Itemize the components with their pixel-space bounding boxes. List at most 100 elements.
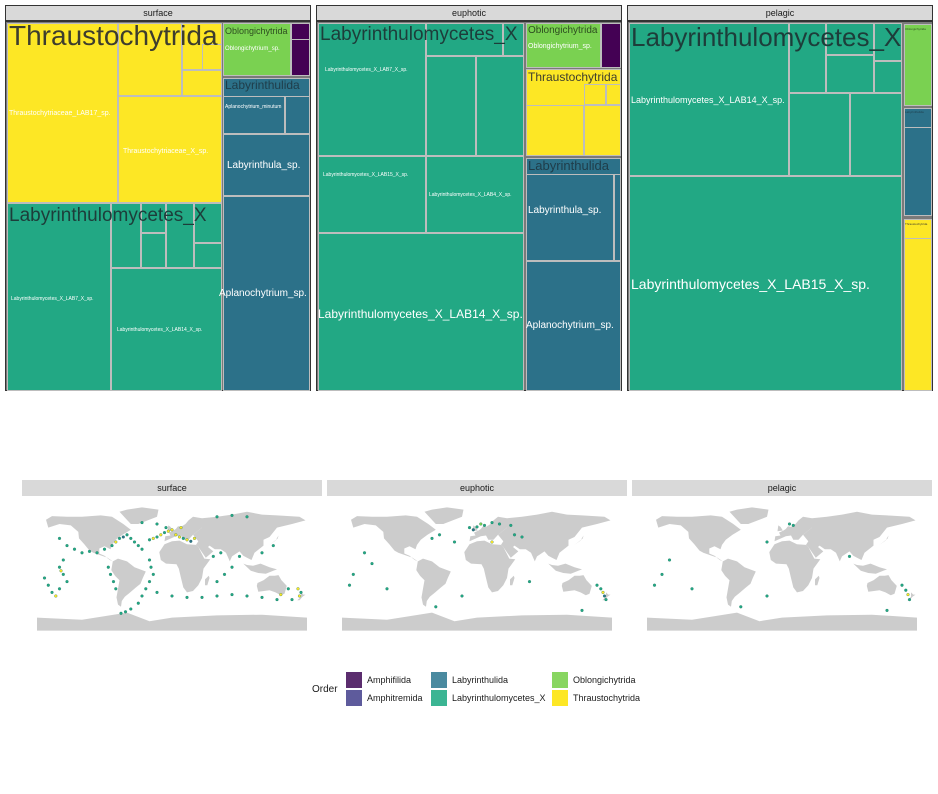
label-order-oblongichytrida: Oblongichytrida <box>528 25 598 36</box>
label-taxon-oblongichytrium: Oblongichytrium_sp. <box>225 46 280 52</box>
sample-point-labyrinthulomycetes-x <box>50 590 54 594</box>
sample-point-labyrinthulomycetes-x <box>147 580 152 584</box>
label-order-labyrinthulida: Labyrinthulida <box>225 78 300 92</box>
treemap-panel-pelagic: Labyrinthulomycetes_X Labyrinthulomycetes… <box>627 21 933 391</box>
label-order-labyrinthulomycetes-x: Labyrinthulomycetes_X <box>9 205 207 226</box>
sample-point-labyrinthulomycetes-x <box>117 536 122 540</box>
tile-thrausto-small-4 <box>202 44 222 70</box>
legend-label-labyrinthulida: Labyrinthulida <box>452 675 509 685</box>
sample-point-labyrinthulomycetes-x <box>275 598 279 602</box>
sample-point-labyrinthulomycetes-x <box>149 565 153 569</box>
label-taxon-laby-lab15: Labyrinthulomycetes_X_LAB15_X_sp. <box>631 276 870 292</box>
sample-point-labyrinthulomycetes-x <box>475 525 479 529</box>
sample-point-labyrinthulida <box>121 535 125 539</box>
sample-point-labyrinthulomycetes-x <box>185 595 189 599</box>
sample-point-labyrinthulomycetes-x <box>87 549 92 553</box>
tile-laby-lab14 <box>629 23 789 176</box>
sample-point-labyrinthulomycetes-x <box>290 598 294 602</box>
land-mass <box>815 575 820 586</box>
land-mass <box>351 515 436 562</box>
land-mass <box>769 540 821 593</box>
sample-point-labyrinthulomycetes-x <box>237 554 242 558</box>
sample-point-thraustochytrida <box>170 528 174 532</box>
sample-point-labyrinthulomycetes-x <box>286 587 290 591</box>
facet-strip-euphotic: euphotic <box>316 5 622 21</box>
tile-thrausto-small-1 <box>118 23 182 96</box>
sample-point-labyrinthulida <box>602 594 607 598</box>
sample-point-labyrinthulomycetes-x <box>119 611 123 615</box>
sample-point-labyrinthulomycetes-x <box>385 587 389 591</box>
sample-point-labyrinthulomycetes-x <box>604 598 608 602</box>
sample-point-labyrinthulomycetes-x <box>482 523 487 527</box>
tile-laby-e-3 <box>426 23 503 56</box>
sample-point-labyrinthulomycetes-x <box>129 607 133 611</box>
sample-point-labyrinthulomycetes-x <box>42 576 47 580</box>
label-order-labyrinthulida: Labyrinthulida <box>905 110 924 114</box>
label-taxon-laby-lab15: Labyrinthulomycetes_X_LAB15_X_sp. <box>323 172 409 178</box>
sample-point-labyrinthulomycetes-x <box>155 590 159 594</box>
sample-point-labyrinthulomycetes-x <box>347 583 352 587</box>
label-taxon-labyrinthula: Labyrinthula_sp. <box>528 205 602 216</box>
land-mass <box>647 612 917 631</box>
sample-point-thraustochytrida <box>59 569 63 573</box>
label-order-thraustochytrida: Thraustochytrida <box>9 20 218 51</box>
label-taxon-laby-lab14: Labyrinthulomycetes_X_LAB14_X_sp. <box>318 307 523 321</box>
tile-labyrinthulomycetes-lab7 <box>7 203 111 391</box>
label-order-labyrinthulomycetes-x: Labyrinthulomycetes_X <box>320 24 518 45</box>
label-taxon-aplanochytrium-minutum: Aplanochytrium_minutum <box>225 104 282 110</box>
sample-point-labyrinthulomycetes-x <box>147 538 152 542</box>
sample-point-thraustochytrida <box>192 536 197 540</box>
land-mass <box>111 558 146 607</box>
land-mass <box>777 525 783 532</box>
tile-oblongichytrida <box>223 23 291 76</box>
tile-labyrinthula-sp <box>526 174 614 261</box>
legend-key-thraustochytrida <box>552 690 568 706</box>
map-strip-euphotic: euphotic <box>327 480 627 496</box>
sample-point-labyrinthulomycetes-x <box>114 587 118 591</box>
land-mass <box>574 535 584 545</box>
legend-key-amphitremida <box>346 690 362 706</box>
sample-point-labyrinthulomycetes-x <box>215 580 219 584</box>
sample-point-labyrinthulomycetes-x <box>211 554 215 558</box>
sample-point-thraustochytrida <box>296 587 300 591</box>
land-mass <box>269 535 279 545</box>
sample-point-labyrinthulomycetes-x <box>46 583 50 587</box>
land-mass <box>119 507 159 524</box>
sample-point-labyrinthulomycetes-x <box>787 522 792 526</box>
tile-laby-p-6 <box>874 23 902 61</box>
sample-point-labyrinthulomycetes-x <box>509 523 513 527</box>
land-mass <box>37 612 307 631</box>
sample-point-labyrinthulomycetes-x <box>108 572 113 576</box>
sample-point-labyrinthulomycetes-x <box>57 587 62 591</box>
sample-point-labyrinthulomycetes-x <box>80 551 84 555</box>
sample-point-labyrinthulomycetes-x <box>140 594 144 598</box>
legend-title: Order <box>312 684 338 695</box>
map-panel-surface <box>37 507 307 631</box>
sample-point-labyrinthulomycetes-x <box>667 558 672 562</box>
sample-point-labyrinthulomycetes-x <box>106 565 110 569</box>
sample-point-labyrinthulida <box>189 539 193 543</box>
sample-point-thraustochytrida <box>174 533 178 537</box>
tile-thraustochytrida-2 <box>904 219 932 239</box>
land-mass <box>656 515 741 562</box>
sample-point-labyrinthulomycetes-x <box>57 536 62 540</box>
label-taxon-laby-lab7: Labyrinthulomycetes_X_LAB7_X_sp. <box>325 67 408 73</box>
legend-key-amphifilida <box>346 672 362 688</box>
sample-point-labyrinthulomycetes-x <box>132 540 137 544</box>
sample-point-labyrinthulomycetes-x <box>245 594 249 598</box>
legend-key-labyrinthulida <box>431 672 447 688</box>
sample-point-thraustochytrida <box>54 594 58 598</box>
tile-laby-lab15 <box>629 176 902 391</box>
sample-point-thraustochytrida <box>279 593 283 597</box>
sample-point-labyrinthulomycetes-x <box>164 526 168 530</box>
tile-aplanochytrium-minutum <box>223 96 285 134</box>
sample-point-labyrinthulomycetes-x <box>452 540 457 544</box>
sample-point-labyrinthulomycetes-x <box>527 580 532 584</box>
tile-laby-small-3 <box>141 233 166 268</box>
sample-point-labyrinthulomycetes-x <box>61 572 65 576</box>
land-mass <box>464 540 516 593</box>
sample-point-labyrinthulomycetes-x <box>299 590 303 594</box>
land-mass <box>729 507 769 524</box>
sample-point-thraustochytrida <box>166 529 170 533</box>
label-taxon-laby-lab7: Labyrinthulomycetes_X_LAB7_X_sp. <box>11 296 94 302</box>
